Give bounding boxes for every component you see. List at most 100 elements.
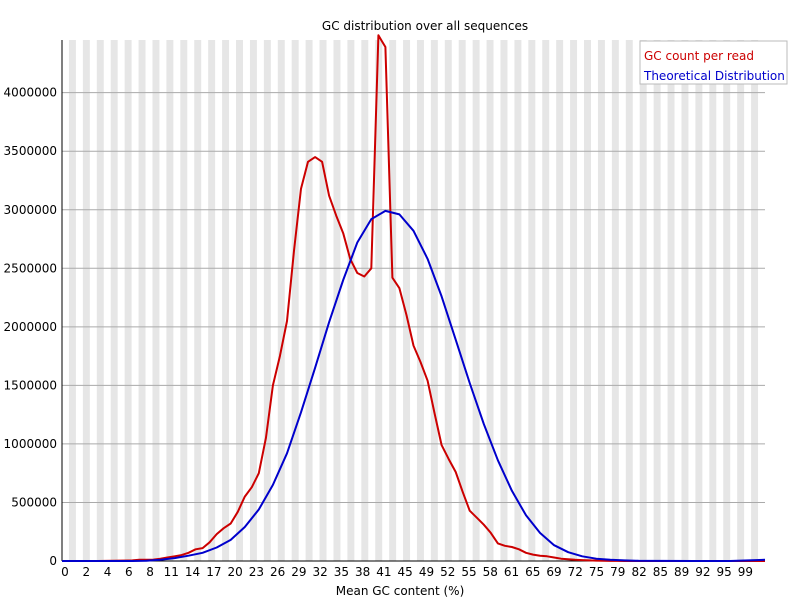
series-line-gc-count — [62, 34, 765, 562]
column-stripe — [584, 40, 591, 561]
column-stripe — [723, 40, 731, 561]
series-line-theoretical — [62, 209, 766, 562]
legend-entry-gc-count: GC count per read — [644, 49, 754, 63]
x-tick-label: 75 — [589, 565, 604, 579]
column-stripe — [403, 40, 411, 561]
column-stripe — [194, 40, 202, 561]
x-axis-title: Mean GC content (%) — [336, 584, 465, 598]
x-tick-labels: 0 2 4 6 8 11 14 17 20 23 26 29 32 35 38 41 45 49 52 55 58 61 6… — [61, 565, 753, 579]
x-tick-label: 69 — [546, 565, 561, 579]
column-stripe — [208, 40, 216, 561]
column-stripe — [458, 40, 466, 561]
column-stripe — [389, 40, 397, 561]
x-tick-label: 23 — [249, 565, 264, 579]
column-stripe — [570, 40, 578, 561]
column-stripe — [709, 40, 717, 561]
x-tick-label: 82 — [631, 565, 646, 579]
column-stripe — [667, 40, 675, 561]
x-tick-label: 79 — [610, 565, 625, 579]
x-tick-label: 14 — [185, 565, 200, 579]
column-stripe — [263, 40, 271, 561]
chart-title: GC distribution over all sequences — [322, 19, 528, 33]
x-tick-label: 26 — [270, 565, 285, 579]
plot-column-stripes — [68, 40, 759, 561]
column-stripe — [695, 40, 703, 561]
x-tick-label: 38 — [355, 565, 370, 579]
column-stripe — [472, 40, 480, 561]
data-series — [62, 34, 766, 562]
column-stripe — [68, 40, 76, 561]
x-tick-label: 99 — [738, 565, 753, 579]
column-stripe — [681, 40, 689, 561]
x-tick-label: 29 — [291, 565, 306, 579]
column-stripe — [653, 40, 661, 561]
x-tick-label: 4 — [104, 565, 112, 579]
x-tick-label: 45 — [398, 565, 413, 579]
column-stripe — [152, 40, 160, 561]
x-tick-label: 92 — [695, 565, 710, 579]
x-tick-label: 85 — [653, 565, 668, 579]
column-stripe — [277, 40, 285, 561]
y-tick-label: 2500000 — [4, 261, 57, 275]
y-tick-label: 0 — [49, 554, 57, 568]
column-stripe — [514, 40, 522, 561]
column-stripe — [347, 40, 355, 561]
x-tick-label: 55 — [461, 565, 476, 579]
column-stripe — [96, 40, 104, 561]
x-tick-label: 61 — [504, 565, 519, 579]
legend-box — [639, 40, 788, 85]
column-stripe — [597, 40, 605, 561]
y-tick-label: 3000000 — [4, 203, 57, 217]
x-tick-label: 58 — [483, 565, 498, 579]
column-stripe — [751, 40, 759, 561]
column-stripe — [416, 40, 424, 561]
x-tick-label: 8 — [146, 565, 154, 579]
column-stripe — [305, 40, 313, 561]
column-stripe — [737, 40, 745, 561]
column-stripe — [430, 40, 438, 561]
column-stripe — [542, 40, 550, 561]
x-tick-label: 72 — [568, 565, 583, 579]
column-stripe — [222, 40, 230, 561]
y-tick-label: 4000000 — [4, 86, 57, 100]
x-tick-label: 0 — [61, 565, 69, 579]
x-tick-label: 2 — [82, 565, 90, 579]
column-stripe — [124, 40, 132, 561]
column-stripe — [556, 40, 564, 561]
y-tick-label: 2000000 — [4, 320, 57, 334]
column-stripe — [180, 40, 188, 561]
x-tick-label: 32 — [313, 565, 328, 579]
column-stripe — [611, 40, 619, 561]
y-tick-label: 500000 — [11, 495, 57, 509]
x-tick-label: 89 — [674, 565, 689, 579]
column-stripe — [361, 40, 369, 561]
x-tick-label: 65 — [525, 565, 540, 579]
x-tick-label: 11 — [164, 565, 179, 579]
column-stripe — [166, 40, 174, 561]
x-tick-label: 35 — [334, 565, 349, 579]
x-tick-label: 52 — [440, 565, 455, 579]
y-gridlines — [62, 92, 765, 503]
column-stripe — [82, 40, 90, 561]
column-stripe — [236, 40, 243, 561]
column-stripe — [319, 40, 327, 561]
column-stripe — [444, 40, 452, 561]
x-tick-label: 49 — [419, 565, 434, 579]
column-stripe — [486, 40, 494, 561]
column-stripe — [500, 40, 508, 561]
legend: GC count per read Theoretical Distributi… — [639, 40, 788, 85]
column-stripe — [625, 40, 633, 561]
column-stripe — [249, 40, 257, 561]
legend-entry-theoretical: Theoretical Distribution — [643, 69, 785, 83]
x-tick-label: 6 — [125, 565, 133, 579]
column-stripe — [375, 40, 383, 561]
x-tick-label: 20 — [227, 565, 242, 579]
column-stripe — [528, 40, 536, 561]
y-tick-label: 1500000 — [4, 378, 57, 392]
column-stripe — [639, 40, 647, 561]
x-tick-label: 41 — [376, 565, 391, 579]
x-tick-label: 17 — [206, 565, 221, 579]
y-tick-label: 3500000 — [4, 144, 57, 158]
